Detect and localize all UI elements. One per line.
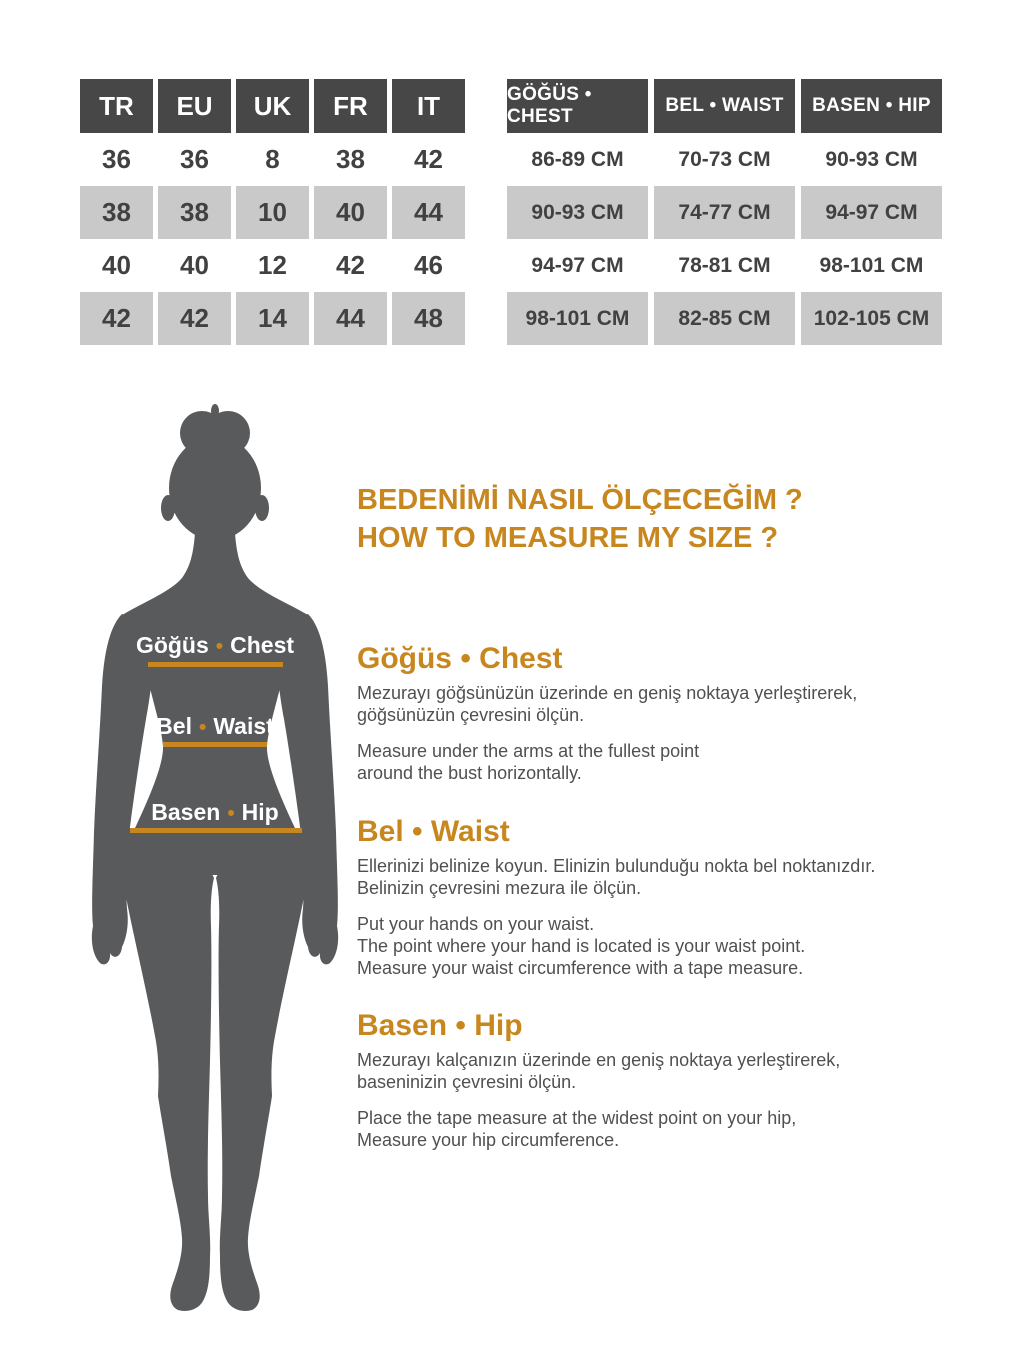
bullet-icon: • <box>227 802 235 825</box>
bullet-icon: • <box>215 635 224 658</box>
paragraph-line: around the bust horizontally. <box>357 763 582 783</box>
size-cell: 40 <box>180 250 209 280</box>
ear-left <box>161 495 175 521</box>
size-col-header-it: IT <box>392 79 465 133</box>
size-col-header-fr: FR <box>314 79 387 133</box>
paragraph-line: Mezurayı göğsünüzün üzerinde en geniş no… <box>357 683 858 703</box>
figure-waist-label-en: Waist <box>213 713 274 739</box>
hip-measure-line <box>130 828 302 833</box>
paragraph-line: baseninizin çevresini ölçün. <box>357 1072 577 1092</box>
paragraph-line: Mezurayı kalçanızın üzerinde en geniş no… <box>357 1050 841 1070</box>
measure-cell: 82-85 CM <box>654 292 795 345</box>
size-cell: 40 <box>102 250 131 280</box>
paragraph-line: Put your hands on your waist. <box>357 914 595 934</box>
measurement-table: GÖĞÜS • CHEST BEL • WAIST BASEN • HIP 86… <box>507 79 942 345</box>
arm-right <box>265 614 339 965</box>
size-cell: 38 <box>336 144 365 174</box>
size-cell: 14 <box>236 292 309 345</box>
leg-left <box>121 828 214 1311</box>
section-hip-text-tr: Mezurayı kalçanızın üzerinde en geniş no… <box>357 1049 840 1093</box>
leg-right <box>216 828 309 1311</box>
ear-right <box>255 495 269 521</box>
measure-cell: 70-73 CM <box>678 147 771 171</box>
size-cell: 36 <box>102 144 131 174</box>
section-hip-text-en: Place the tape measure at the widest poi… <box>357 1107 840 1151</box>
paragraph-line: Place the tape measure at the widest poi… <box>357 1108 797 1128</box>
size-cell: 38 <box>158 186 231 239</box>
section-chest: Göğüs • Chest Mezurayı göğsünüzün üzerin… <box>357 641 857 798</box>
size-cell: 48 <box>392 292 465 345</box>
paragraph-line: Measure under the arms at the fullest po… <box>357 741 700 761</box>
figure-waist-label-tr: Bel <box>156 713 192 739</box>
section-chest-heading: Göğüs • Chest <box>357 642 563 675</box>
size-cell: 42 <box>336 250 365 280</box>
paragraph-line: Measure your waist circumference with a … <box>357 958 804 978</box>
section-waist-text-tr: Ellerinizi belinize koyun. Elinizin bulu… <box>357 855 875 899</box>
size-conversion-table: TR EU UK FR IT 36 36 8 38 42 38 38 10 40… <box>80 79 465 345</box>
measure-cell: 98-101 CM <box>819 253 924 277</box>
section-chest-text-tr: Mezurayı göğsünüzün üzerinde en geniş no… <box>357 682 857 726</box>
torso <box>116 512 314 890</box>
size-col-header-tr: TR <box>80 79 153 133</box>
size-cell: 46 <box>414 250 443 280</box>
guide-title-tr: BEDENİMİ NASIL ÖLÇECEĞİM ? <box>357 484 803 516</box>
section-hip: Basen • Hip Mezurayı kalçanızın üzerinde… <box>357 1008 840 1165</box>
size-col-header-uk: UK <box>236 79 309 133</box>
size-cell: 36 <box>180 144 209 174</box>
size-cell: 40 <box>314 186 387 239</box>
measure-cell: 86-89 CM <box>531 147 624 171</box>
figure-chest-label-en: Chest <box>230 632 295 658</box>
measure-cell: 90-93 CM <box>507 186 648 239</box>
measure-col-header-hip: BASEN • HIP <box>801 79 942 133</box>
measure-cell: 94-97 CM <box>801 186 942 239</box>
figure-waist-label: Bel • Waist <box>60 713 370 740</box>
section-chest-text-en: Measure under the arms at the fullest po… <box>357 740 857 784</box>
paragraph-line: The point where your hand is located is … <box>357 936 806 956</box>
arm-left <box>91 614 165 965</box>
waist-measure-line <box>163 742 267 747</box>
size-col-header-eu: EU <box>158 79 231 133</box>
measure-col-header-chest: GÖĞÜS • CHEST <box>507 79 648 133</box>
size-cell: 42 <box>80 292 153 345</box>
figure-hip-label-en: Hip <box>241 799 279 825</box>
guide-title-en: HOW TO MEASURE MY SIZE ? <box>357 522 779 554</box>
paragraph-line: Belinizin çevresini mezura ile ölçün. <box>357 878 642 898</box>
measure-cell: 102-105 CM <box>801 292 942 345</box>
size-cell: 12 <box>258 250 287 280</box>
size-cell: 8 <box>265 144 280 174</box>
figure-chest-label: Göğüs • Chest <box>60 632 370 659</box>
section-hip-heading: Basen • Hip <box>357 1009 523 1042</box>
measure-cell: 94-97 CM <box>531 253 624 277</box>
figure-hip-label: Basen • Hip <box>60 799 370 826</box>
measure-cell: 98-101 CM <box>507 292 648 345</box>
size-cell: 44 <box>314 292 387 345</box>
paragraph-line: Ellerinizi belinize koyun. Elinizin bulu… <box>357 856 876 876</box>
size-cell: 10 <box>236 186 309 239</box>
bullet-icon: • <box>198 716 207 739</box>
female-body-silhouette <box>91 404 339 1311</box>
measure-col-header-waist: BEL • WAIST <box>654 79 795 133</box>
measure-cell: 78-81 CM <box>678 253 771 277</box>
measure-cell: 74-77 CM <box>654 186 795 239</box>
guide-title: BEDENİMİ NASIL ÖLÇECEĞİM ? HOW TO MEASUR… <box>357 481 803 557</box>
chest-measure-line <box>148 662 283 667</box>
paragraph-line: göğsünüzün çevresini ölçün. <box>357 705 585 725</box>
paragraph-line: Measure your hip circumference. <box>357 1130 620 1150</box>
section-waist-heading: Bel • Waist <box>357 815 510 848</box>
size-cell: 38 <box>80 186 153 239</box>
size-cell: 42 <box>158 292 231 345</box>
section-waist: Bel • Waist Ellerinizi belinize koyun. E… <box>357 814 875 993</box>
head <box>169 436 261 540</box>
size-cell: 42 <box>414 144 443 174</box>
size-cell: 44 <box>392 186 465 239</box>
section-waist-text-en: Put your hands on your waist. The point … <box>357 913 875 979</box>
measure-cell: 90-93 CM <box>825 147 918 171</box>
figure-hip-label-tr: Basen <box>151 799 221 825</box>
figure-chest-label-tr: Göğüs <box>135 632 209 658</box>
